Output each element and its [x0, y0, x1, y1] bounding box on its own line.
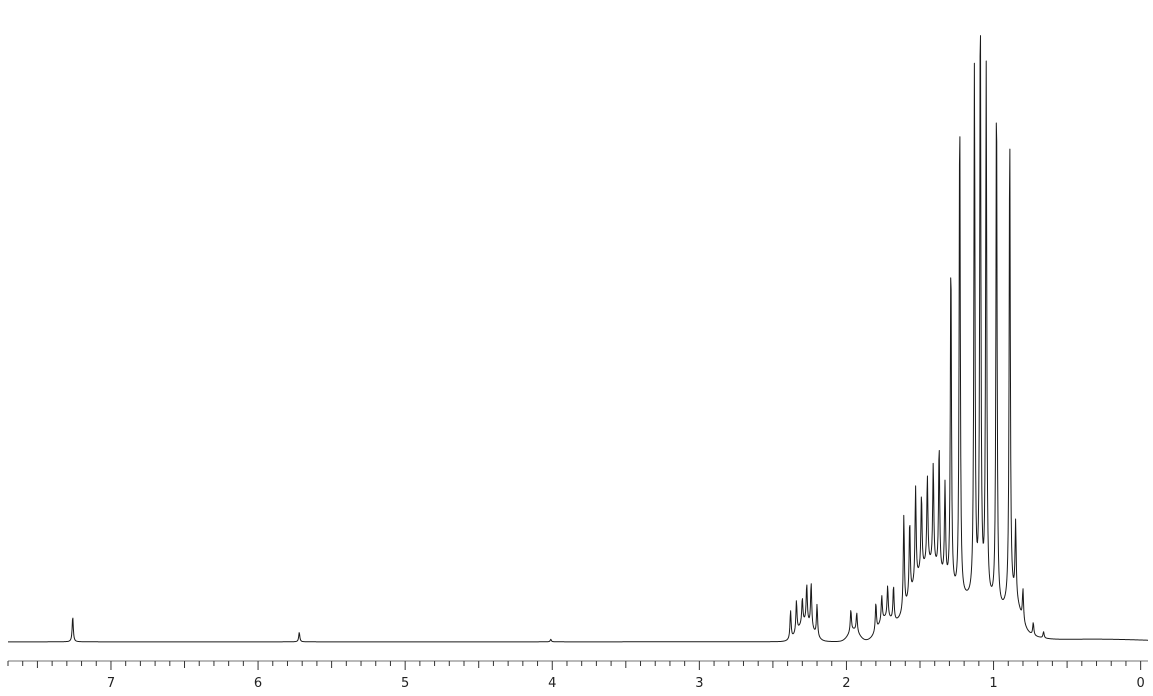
x-tick-label: 2 [842, 676, 850, 691]
peak-point-25 [973, 58, 976, 61]
peak-point-14 [892, 584, 895, 587]
peak-point-0 [71, 615, 74, 618]
peak-point-21 [938, 441, 941, 444]
peak-point-18 [920, 491, 923, 494]
peak-point-19 [926, 473, 929, 476]
x-tick-label: 7 [107, 676, 115, 691]
peak-point-11 [874, 601, 877, 604]
spectrum-series-line [7, 35, 1149, 643]
x-tick-label: 3 [695, 676, 703, 691]
x-tick-label: 1 [989, 676, 997, 691]
peak-point-16 [908, 517, 911, 520]
x-tick-label: 6 [254, 676, 262, 691]
peak-point-24 [958, 100, 961, 103]
spectrum-trace-group [7, 35, 1149, 643]
peak-point-6 [805, 582, 808, 585]
x-tick-label: 0 [1137, 676, 1145, 691]
ppm-axis: 7 6 5 4 3 2 1 0 [7, 660, 1148, 691]
x-tick-label: 5 [401, 676, 409, 691]
peak-point-29 [1008, 123, 1011, 126]
peak-point-23 [949, 249, 952, 252]
x-tick-label: 4 [548, 676, 556, 691]
peak-point-28 [995, 79, 998, 82]
peak-point-20 [932, 460, 935, 463]
